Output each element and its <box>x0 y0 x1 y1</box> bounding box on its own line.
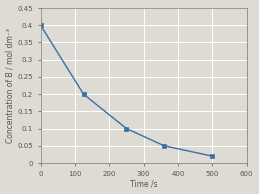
Y-axis label: Concentration of B / mol dm⁻³: Concentration of B / mol dm⁻³ <box>5 28 15 143</box>
X-axis label: Time /s: Time /s <box>130 179 157 188</box>
